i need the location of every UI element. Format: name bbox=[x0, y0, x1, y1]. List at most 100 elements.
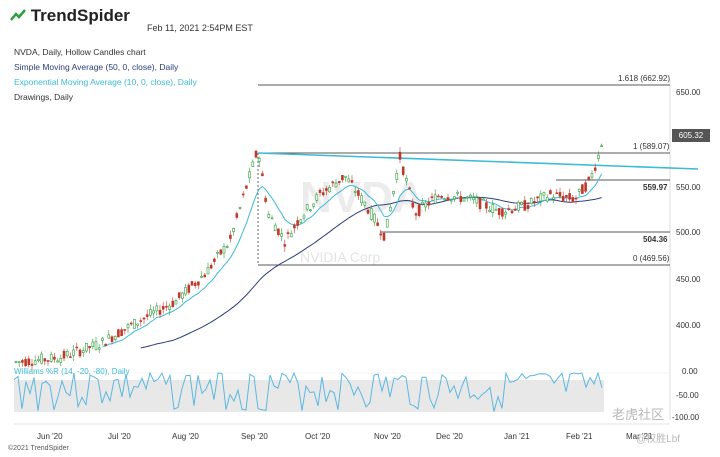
candle-body bbox=[360, 195, 363, 204]
descending-trendline[interactable] bbox=[257, 152, 699, 170]
candle-body bbox=[168, 305, 171, 310]
candle-body bbox=[379, 233, 383, 236]
candle-body bbox=[184, 286, 187, 295]
candle-body bbox=[197, 281, 200, 286]
candle-body bbox=[203, 274, 207, 278]
legend-symbol-title[interactable]: NVDA, Daily, Hollow Candles chart bbox=[14, 47, 146, 57]
candle-body bbox=[219, 249, 223, 255]
last-price-tag: 605.32 bbox=[672, 129, 710, 142]
candle-body bbox=[385, 218, 389, 228]
candle-body bbox=[251, 161, 255, 167]
candle-body bbox=[571, 197, 575, 202]
williams-r-line bbox=[13, 371, 603, 412]
candle-body bbox=[344, 175, 347, 178]
candle-body bbox=[123, 329, 127, 331]
legend-ema[interactable]: Exponential Moving Average (10, 0, close… bbox=[14, 77, 197, 87]
candle-body bbox=[56, 360, 59, 363]
candle-body bbox=[30, 363, 34, 366]
legend-drawings[interactable]: Drawings, Daily bbox=[14, 92, 74, 102]
symbol-watermark-name: NVIDIA Corp bbox=[300, 249, 380, 265]
candle-body bbox=[104, 343, 107, 346]
chart-legend: NVDA, Daily, Hollow Candles chart Simple… bbox=[14, 45, 197, 105]
candle-body bbox=[584, 182, 587, 192]
candle-body bbox=[14, 361, 18, 363]
candle-body bbox=[270, 217, 274, 220]
candle-body bbox=[158, 310, 162, 315]
williams-r-band bbox=[14, 380, 604, 412]
candle-body bbox=[43, 358, 47, 362]
candle-body bbox=[49, 353, 53, 362]
candle-body bbox=[581, 184, 584, 194]
candle-body bbox=[366, 209, 370, 214]
candle-body bbox=[568, 193, 571, 200]
candle-body bbox=[574, 197, 578, 200]
candle-body bbox=[555, 192, 559, 195]
candle-body bbox=[139, 320, 143, 322]
candle-body bbox=[120, 329, 123, 336]
candle-body bbox=[267, 213, 271, 218]
candle-body bbox=[424, 202, 427, 208]
candle-body bbox=[277, 228, 280, 236]
candle-body bbox=[539, 193, 543, 202]
candle-body bbox=[110, 336, 114, 342]
candle-body bbox=[465, 196, 469, 199]
candle-body bbox=[475, 197, 479, 204]
x-tick: Dec '20 bbox=[436, 432, 463, 441]
candle-body bbox=[155, 305, 159, 312]
candle-body bbox=[350, 180, 354, 183]
copyright: ©2021 TrendSpider bbox=[8, 445, 69, 452]
candle-body bbox=[533, 201, 536, 203]
candle-body bbox=[136, 323, 139, 326]
candle-body bbox=[261, 173, 264, 177]
candle-body bbox=[411, 202, 415, 208]
candle-body bbox=[296, 220, 299, 226]
candle-body bbox=[129, 322, 133, 325]
level-559-label: 559.97 bbox=[643, 183, 668, 192]
candle-body bbox=[309, 209, 312, 211]
candle-body bbox=[46, 360, 50, 362]
candle-body bbox=[225, 246, 229, 248]
candle-body bbox=[494, 208, 498, 211]
x-tick: Mar '21 bbox=[626, 432, 653, 441]
candle-body bbox=[190, 281, 194, 286]
x-tick: Jan '21 bbox=[504, 432, 530, 441]
candle-body bbox=[315, 194, 319, 201]
candle-body bbox=[85, 342, 88, 352]
candle-body bbox=[24, 359, 27, 367]
wr-tick: -100.00 bbox=[672, 413, 700, 422]
candle-body bbox=[289, 233, 293, 238]
candle-body bbox=[462, 198, 466, 202]
candle-body bbox=[94, 341, 98, 350]
y-tick: 450.00 bbox=[676, 275, 701, 284]
candle-body bbox=[459, 195, 463, 203]
candle-body bbox=[369, 208, 373, 220]
candle-body bbox=[91, 341, 95, 347]
candle-body bbox=[145, 314, 149, 317]
candle-body bbox=[293, 224, 296, 229]
candle-body bbox=[325, 188, 328, 191]
candle-body bbox=[17, 361, 21, 363]
x-tick: Aug '20 bbox=[172, 432, 199, 441]
trendspider-logo: TrendSpider bbox=[10, 6, 130, 26]
candle-body bbox=[81, 350, 85, 353]
candle-body bbox=[312, 203, 315, 207]
candle-body bbox=[389, 206, 392, 212]
candle-body bbox=[507, 208, 511, 211]
candle-body bbox=[561, 195, 565, 201]
candle-body bbox=[97, 347, 101, 350]
candle-body bbox=[395, 173, 399, 180]
candle-body bbox=[382, 232, 386, 241]
candle-body bbox=[587, 176, 591, 180]
candle-body bbox=[248, 171, 251, 179]
candle-body bbox=[37, 358, 40, 362]
candles bbox=[14, 143, 603, 371]
candle-body bbox=[33, 360, 37, 365]
candle-body bbox=[453, 196, 456, 199]
candle-body bbox=[101, 337, 104, 341]
candle-body bbox=[229, 234, 232, 239]
legend-sma[interactable]: Simple Moving Average (50, 0, close), Da… bbox=[14, 62, 179, 72]
williams-r-legend[interactable]: Williams %R (14, -20, -80), Daily bbox=[14, 367, 130, 376]
candle-body bbox=[510, 210, 514, 214]
candle-body bbox=[417, 204, 421, 216]
